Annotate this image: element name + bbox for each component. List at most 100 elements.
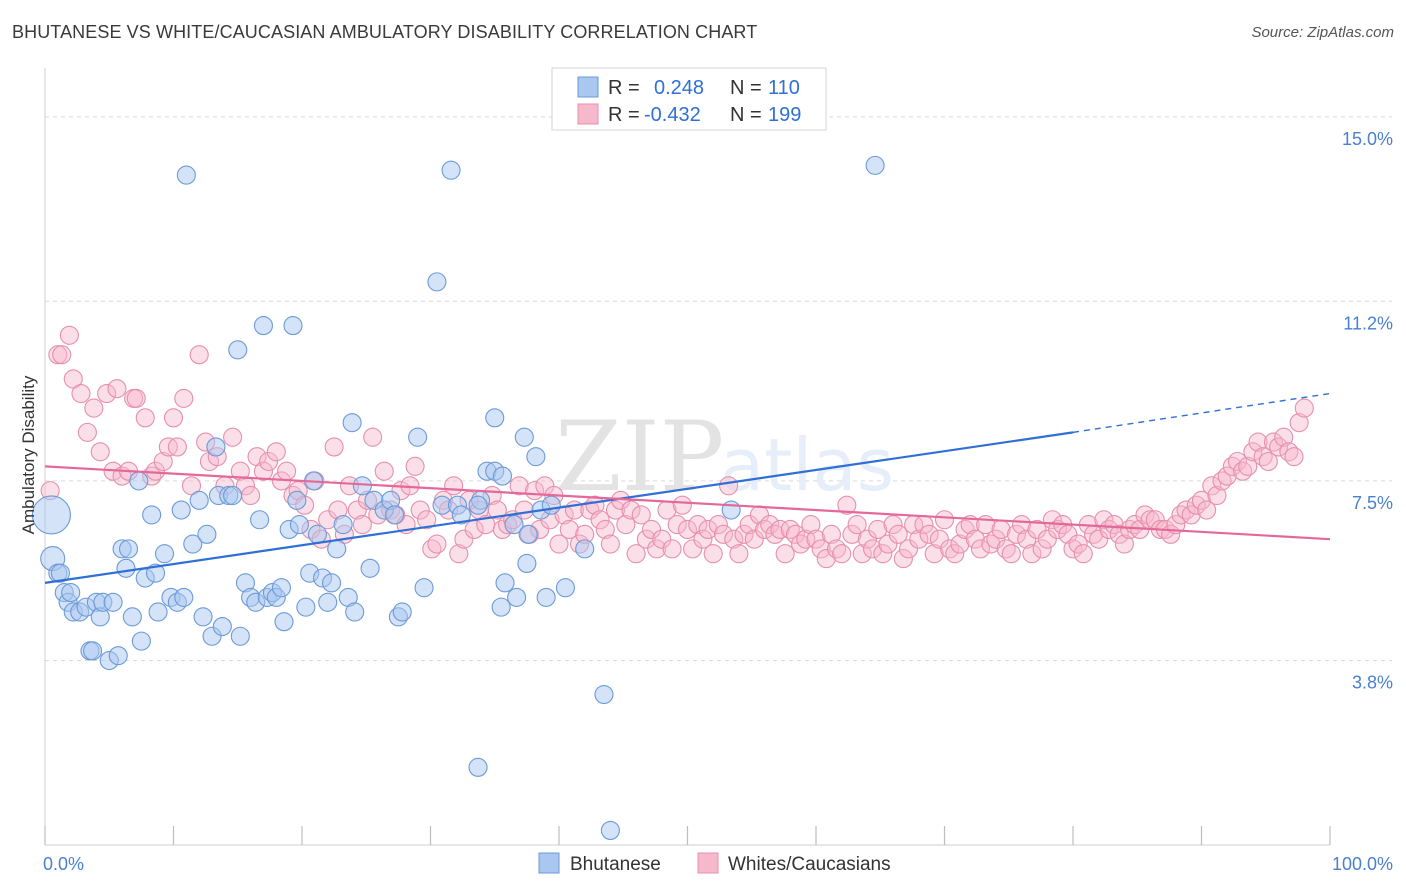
data-point-whites	[324, 437, 344, 457]
bottom-legend-swatch-bhutanese	[538, 852, 560, 874]
legend-n-value-1: 110	[768, 77, 800, 99]
data-point-bhutanese	[514, 427, 534, 447]
axes	[44, 68, 1331, 846]
data-point-bhutanese	[253, 316, 274, 336]
data-point-whites	[84, 398, 104, 418]
data-point-whites	[230, 461, 250, 481]
data-point-bhutanese	[865, 155, 885, 175]
data-point-whites	[1191, 490, 1212, 510]
legend-r-label-2: R =	[608, 104, 640, 126]
data-point-whites	[641, 519, 662, 540]
data-point-whites	[1238, 456, 1258, 476]
data-point-whites	[77, 422, 97, 442]
data-point-whites	[621, 500, 641, 520]
data-point-whites	[559, 519, 579, 540]
data-point-whites	[1243, 442, 1263, 462]
data-point-whites	[616, 515, 636, 535]
data-point-whites	[427, 534, 447, 554]
data-point-whites	[667, 515, 687, 535]
data-point-whites	[487, 500, 507, 520]
data-point-bhutanese	[507, 587, 527, 607]
data-point-whites	[924, 544, 944, 564]
data-point-whites	[842, 524, 862, 544]
data-point-bhutanese	[103, 592, 123, 612]
bottom-legend-bhutanese: Bhutanese	[570, 854, 661, 875]
data-point-bhutanese	[289, 515, 309, 535]
data-point-whites	[97, 383, 117, 404]
legend-swatch-whites	[577, 103, 599, 125]
data-point-bhutanese	[118, 539, 139, 559]
data-point-whites	[965, 529, 985, 549]
data-point-bhutanese	[318, 592, 338, 612]
data-point-whites	[1017, 529, 1037, 549]
data-point-whites	[241, 485, 261, 506]
y-tick-label: 15.0%	[1342, 129, 1393, 149]
data-point-bhutanese	[61, 583, 81, 603]
data-point-whites	[760, 515, 780, 535]
data-point-whites	[174, 388, 194, 408]
data-point-whites	[1181, 505, 1201, 525]
data-point-bhutanese	[171, 500, 191, 520]
data-point-bhutanese	[283, 316, 303, 336]
data-point-whites	[1104, 515, 1124, 535]
data-point-bhutanese	[541, 495, 561, 515]
chart-source: Source: ZipAtlas.com	[1251, 24, 1394, 41]
data-point-bhutanese	[287, 490, 307, 510]
data-point-bhutanese	[193, 607, 213, 627]
data-point-bhutanese	[307, 524, 327, 544]
data-point-whites	[590, 510, 610, 530]
legend-n-value-2: 199	[768, 104, 801, 126]
grid-lines	[45, 116, 1392, 662]
data-point-whites	[363, 427, 383, 447]
data-point-whites	[135, 408, 155, 428]
bottom-legend: Bhutanese Whites/Caucasians	[538, 852, 891, 875]
data-point-whites	[52, 345, 72, 365]
data-point-whites	[873, 544, 893, 564]
data-point-bhutanese	[145, 563, 166, 583]
data-point-bhutanese	[517, 553, 537, 573]
data-point-whites	[898, 539, 919, 559]
data-point-whites	[90, 442, 110, 462]
data-point-whites	[253, 461, 274, 481]
data-point-whites	[986, 529, 1006, 549]
data-point-whites	[775, 544, 795, 564]
data-point-whites	[1027, 519, 1047, 540]
data-point-whites	[770, 519, 790, 540]
data-point-bhutanese	[600, 820, 620, 840]
data-point-whites	[600, 534, 620, 554]
data-point-whites	[1284, 447, 1304, 467]
data-point-whites	[796, 529, 816, 549]
data-point-whites	[878, 534, 898, 554]
watermark: ZIP atlas	[555, 401, 894, 513]
data-point-bhutanese	[384, 505, 405, 525]
data-point-whites	[683, 539, 703, 559]
data-point-whites	[449, 544, 469, 564]
data-point-bhutanese	[122, 607, 142, 627]
data-point-whites	[1032, 539, 1052, 559]
data-point-whites	[509, 476, 529, 496]
data-point-whites	[595, 519, 615, 540]
data-point-bhutanese	[495, 573, 515, 593]
data-point-whites	[868, 519, 888, 540]
data-point-whites	[934, 510, 955, 530]
data-point-bhutanese	[536, 587, 556, 607]
data-point-whites	[410, 500, 430, 520]
data-point-whites	[970, 539, 991, 559]
data-point-whites	[785, 524, 805, 544]
data-point-bhutanese	[50, 563, 70, 583]
data-point-whites	[405, 456, 425, 476]
data-point-whites	[888, 524, 908, 544]
data-point-bhutanese	[31, 495, 71, 535]
data-point-whites	[672, 495, 692, 515]
data-point-bhutanese	[176, 165, 196, 185]
data-point-whites	[1073, 544, 1093, 564]
data-point-bhutanese	[189, 490, 209, 510]
data-point-whites	[1089, 529, 1109, 549]
data-point-bhutanese	[228, 340, 248, 360]
x-tick-label: 100.0%	[1332, 854, 1393, 874]
data-point-whites	[167, 437, 187, 457]
data-point-bhutanese	[174, 587, 194, 607]
data-point-whites	[1227, 451, 1248, 472]
data-point-whites	[631, 505, 651, 525]
